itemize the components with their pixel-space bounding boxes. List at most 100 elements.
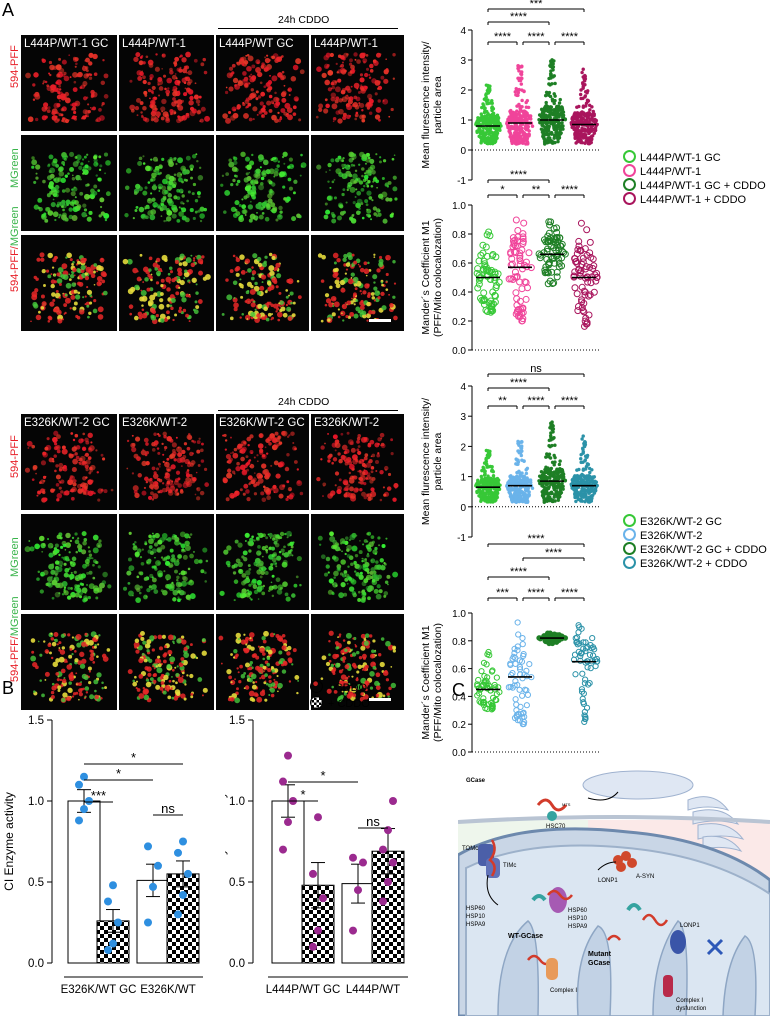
data-point bbox=[548, 115, 552, 120]
data-point bbox=[579, 489, 583, 494]
data-point bbox=[555, 494, 560, 499]
micrograph-r2-c2 bbox=[119, 514, 214, 610]
data-point bbox=[476, 698, 483, 705]
cddo-legend: - CDDO + CDDO bbox=[310, 680, 370, 712]
scatter-fluorescence-l444p: -1 0 1 2 3 4 Mean flurescence intensity/partic… bbox=[420, 0, 600, 185]
data-point bbox=[478, 127, 482, 132]
significance-label: **** bbox=[561, 184, 579, 196]
data-point bbox=[539, 127, 544, 131]
data-point bbox=[498, 128, 502, 133]
data-point bbox=[514, 237, 522, 245]
data-point bbox=[557, 462, 562, 467]
data-point bbox=[516, 257, 524, 265]
data-point bbox=[547, 218, 555, 226]
cddo-bracket-top bbox=[218, 28, 398, 29]
data-point bbox=[587, 491, 591, 496]
cddo-label-top: 24h CDDO bbox=[278, 14, 330, 26]
data-point bbox=[583, 499, 587, 504]
data-point bbox=[583, 120, 588, 124]
data-point bbox=[581, 291, 589, 299]
y-tick-label: 4 bbox=[460, 26, 466, 37]
data-point bbox=[526, 660, 533, 668]
data-point bbox=[561, 110, 565, 114]
data-point bbox=[546, 485, 551, 490]
data-point bbox=[519, 233, 527, 241]
legend-label: L444P/WT-1 + CDDO bbox=[640, 194, 747, 206]
data-point bbox=[479, 136, 484, 141]
data-point bbox=[557, 101, 562, 105]
data-point bbox=[578, 283, 586, 291]
data-point bbox=[581, 680, 588, 687]
data-point bbox=[537, 251, 545, 259]
significance-label: * bbox=[116, 766, 121, 781]
significance-label: **** bbox=[561, 395, 579, 407]
data-point bbox=[575, 139, 580, 144]
data-point bbox=[578, 114, 582, 119]
data-point bbox=[584, 278, 592, 286]
bar bbox=[271, 800, 305, 964]
data-point bbox=[574, 499, 578, 504]
data-point bbox=[486, 98, 490, 102]
y-tick-label: 0.0 bbox=[452, 346, 466, 357]
data-point bbox=[582, 441, 586, 446]
y-tick-label: -1 bbox=[457, 176, 466, 185]
data-point bbox=[484, 83, 489, 87]
data-point bbox=[75, 780, 83, 789]
legend-swatch bbox=[623, 528, 636, 541]
micrograph-r3-c3 bbox=[216, 235, 309, 331]
data-point bbox=[586, 127, 590, 131]
significance-label: **** bbox=[510, 11, 528, 23]
data-point bbox=[516, 64, 520, 68]
data-point bbox=[515, 119, 519, 123]
data-point bbox=[543, 116, 548, 120]
data-point bbox=[578, 92, 583, 97]
y-tick-label: 2 bbox=[460, 442, 466, 453]
micrograph-r3-c4 bbox=[311, 235, 404, 331]
data-point bbox=[530, 124, 535, 129]
diagram-label-hsc70: HSC70 bbox=[546, 824, 566, 830]
y-tick-label: 1.5 bbox=[28, 715, 44, 727]
minus-cddo-swatch bbox=[310, 680, 323, 693]
data-point bbox=[543, 486, 547, 490]
significance-label: *** bbox=[496, 587, 510, 599]
data-point bbox=[553, 474, 557, 479]
y-axis-label: (PFF/Mito colocalozation) bbox=[432, 218, 444, 337]
data-point bbox=[511, 649, 518, 657]
data-point bbox=[558, 459, 562, 463]
data-point bbox=[553, 443, 557, 447]
y-tick-label: 0.8 bbox=[452, 637, 466, 648]
data-point bbox=[479, 699, 486, 706]
data-point bbox=[554, 255, 562, 263]
data-point bbox=[520, 720, 527, 728]
data-point bbox=[580, 639, 587, 646]
micrograph-r2-c1 bbox=[21, 514, 117, 610]
data-point bbox=[479, 241, 487, 249]
data-point bbox=[545, 123, 550, 128]
data-point bbox=[109, 881, 117, 890]
diagram-label-hsp60-right: HSP60 bbox=[568, 908, 588, 914]
data-point bbox=[484, 651, 491, 658]
data-point bbox=[543, 468, 548, 473]
data-point bbox=[557, 115, 561, 119]
diagram-label-hsp10-left: HSP10 bbox=[466, 914, 486, 920]
data-point bbox=[174, 848, 182, 857]
data-point bbox=[179, 837, 187, 846]
data-point bbox=[496, 481, 501, 486]
data-point bbox=[522, 497, 526, 501]
data-point bbox=[573, 492, 577, 497]
data-point bbox=[479, 249, 487, 257]
y-tick-label: 2 bbox=[460, 86, 466, 97]
data-point bbox=[550, 131, 554, 136]
data-point bbox=[583, 251, 591, 259]
data-point bbox=[507, 248, 515, 256]
y-tick-label: 0.2 bbox=[452, 720, 466, 731]
data-point bbox=[553, 268, 561, 276]
data-point bbox=[551, 430, 555, 434]
data-point bbox=[518, 473, 523, 478]
data-point bbox=[486, 268, 494, 276]
data-point bbox=[546, 221, 554, 229]
significance-label: * bbox=[300, 787, 305, 802]
data-point bbox=[519, 692, 526, 699]
data-point bbox=[508, 125, 513, 129]
data-point bbox=[575, 242, 583, 250]
